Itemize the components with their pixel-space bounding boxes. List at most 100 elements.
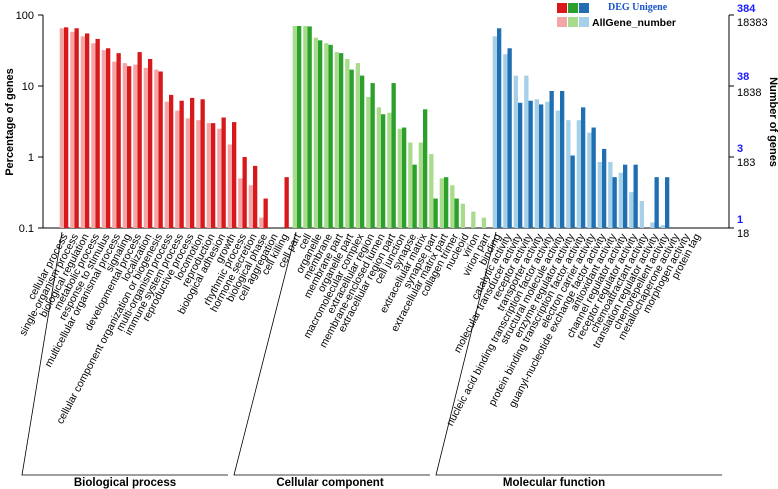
bar-allgene	[618, 172, 623, 228]
group-brackets: Biological process Cellular component Mole…	[21, 231, 722, 489]
bar-deg	[253, 165, 258, 228]
group-bracket	[21, 231, 228, 476]
bar-allgene	[206, 123, 211, 228]
bar-allgene	[292, 25, 297, 228]
legend-swatch-all-cc	[568, 17, 578, 27]
bars	[59, 25, 670, 229]
bar-allgene	[524, 75, 529, 228]
group-bracket	[435, 231, 722, 476]
bar-deg	[297, 25, 302, 228]
deg-count-tick: 3	[737, 143, 743, 155]
bar-allgene	[238, 178, 243, 228]
bar-allgene	[112, 61, 117, 228]
bar-deg	[242, 157, 247, 228]
bar-allgene	[154, 69, 159, 229]
y-left-ticks: 100 10 1 0.1	[16, 10, 43, 235]
bar-allgene	[70, 31, 75, 228]
bar-deg	[232, 122, 237, 228]
bar-allgene	[133, 64, 138, 229]
bar-deg	[497, 28, 502, 228]
bar-deg	[211, 123, 216, 228]
y-left-axis-label: Percentage of genes	[4, 68, 16, 176]
bar-deg	[64, 27, 69, 228]
bar-allgene	[439, 178, 444, 228]
bar-deg	[360, 75, 365, 228]
bar-allgene	[545, 101, 550, 228]
y-right-ticks: 384 18383 38 1838 3 183 1 18	[729, 3, 768, 240]
bar-deg	[528, 100, 533, 228]
bar-deg	[339, 53, 344, 229]
bar-deg	[665, 177, 670, 228]
bar-allgene	[597, 162, 602, 228]
legend-all-label: AllGene_number	[592, 17, 676, 29]
bar-allgene	[91, 43, 96, 229]
bar-allgene	[587, 132, 592, 228]
bar-deg	[221, 117, 226, 228]
legend-swatch-all-mf	[579, 17, 589, 27]
bar-deg	[328, 44, 333, 229]
bar-allgene	[471, 211, 476, 228]
bar-allgene	[259, 217, 264, 228]
bar-deg	[106, 48, 111, 228]
y-tick-label: 1	[28, 152, 34, 164]
bar-deg	[200, 99, 205, 229]
bar-deg	[116, 53, 121, 229]
bar-deg	[454, 198, 459, 228]
bar-allgene	[164, 101, 169, 228]
bar-allgene	[650, 222, 655, 228]
bar-allgene	[143, 67, 148, 229]
bar-allgene	[481, 217, 486, 228]
bar-deg	[591, 127, 596, 228]
bar-deg	[623, 164, 628, 228]
bar-deg	[560, 91, 565, 228]
bar-deg	[179, 100, 184, 228]
bar-deg	[654, 177, 659, 228]
legend-swatch-deg-bp	[557, 3, 567, 13]
legend: DEG Unigene AllGene_number	[557, 2, 676, 29]
bar-allgene	[248, 185, 253, 228]
bar-allgene	[387, 112, 392, 228]
bar-allgene	[175, 110, 180, 228]
bar-deg	[318, 40, 323, 228]
bar-deg	[74, 28, 79, 228]
legend-swatch-all-bp	[557, 17, 567, 27]
bar-deg	[190, 97, 195, 228]
legend-swatch-deg-cc	[568, 3, 578, 13]
deg-count-tick: 384	[737, 3, 756, 15]
bar-allgene	[460, 203, 465, 228]
bar-allgene	[418, 142, 423, 228]
bar-allgene	[376, 107, 381, 228]
bar-allgene	[429, 154, 434, 228]
bar-allgene	[660, 225, 665, 228]
bar-deg	[137, 52, 142, 228]
y-tick-label: 100	[16, 10, 34, 22]
group-label: Cellular component	[276, 477, 384, 489]
bar-allgene	[313, 37, 318, 229]
bar-deg	[391, 83, 396, 228]
bar-allgene	[576, 120, 581, 228]
bar-deg	[263, 198, 268, 228]
bar-allgene	[639, 201, 644, 228]
allgene-count-tick: 183	[737, 157, 755, 169]
bar-allgene	[513, 75, 518, 228]
bar-deg	[95, 38, 100, 228]
bar-deg	[148, 59, 153, 228]
bar-allgene	[345, 59, 350, 228]
bar-allgene	[185, 118, 190, 228]
bar-deg	[612, 177, 617, 228]
bar-allgene	[355, 63, 360, 228]
bar-deg	[158, 71, 163, 229]
bar-allgene	[303, 25, 308, 228]
y-right-axis-label: Number of genes	[767, 77, 778, 167]
allgene-count-tick: 18383	[737, 17, 768, 29]
bar-deg	[539, 104, 544, 228]
deg-count-tick: 1	[737, 214, 743, 226]
bar-allgene	[217, 128, 222, 228]
bar-allgene	[59, 28, 64, 228]
bar-allgene	[555, 110, 560, 228]
group-label: Biological process	[74, 477, 176, 489]
bar-deg	[412, 164, 417, 228]
bar-allgene	[196, 120, 201, 228]
